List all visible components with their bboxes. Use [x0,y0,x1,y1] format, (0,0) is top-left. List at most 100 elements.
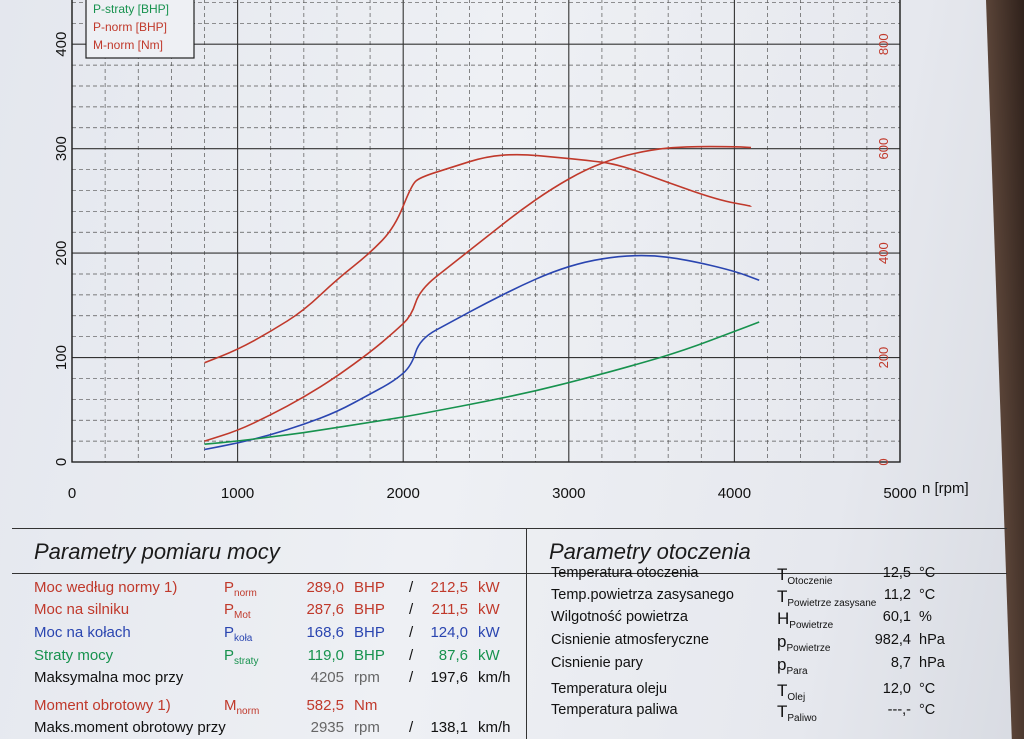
ambient-row-val-text: 982,4 [874,632,911,648]
chart-series [204,145,760,451]
power-row-u1-text: rpm [354,669,380,686]
power-row-v2-text: 212,5 [430,579,468,596]
power-row-v1-text: 287,6 [306,601,344,618]
title-divider [12,573,526,574]
ambient-row-val: 12,0 [847,681,911,697]
series-line-p-straty-bhp [204,321,760,445]
power-row-sl-text: / [409,601,414,618]
series-line-p-norm-bhp [204,145,752,442]
right-y-tick-label: 400 [876,242,891,264]
ambient-row-subscript: Olej [787,692,806,703]
power-row-v1: 119,0 [282,647,344,664]
ambient-row-subscript: Para [786,666,808,677]
power-row-u1-text: BHP [354,624,385,641]
power-row-name: Moc na kołach [34,624,131,641]
power-row-sym: Pstraty [224,647,258,667]
power-row-subscript: koła [234,633,253,644]
left-y-tick-label: 100 [53,345,70,370]
power-row-name: Maks.moment obrotowy przy [34,719,226,736]
ambient-row-subscript: Paliwo [787,713,817,724]
ambient-row-sym: TPowietrze zasysane [777,587,876,609]
ambient-row-unit: °C [919,681,935,697]
power-row-v2: 212,5 [422,579,468,596]
ambient-row-sym-text: p [777,632,787,651]
ambient-parameters-panel: Parametry otoczenia Temperatura otoczeni… [527,528,1007,739]
ambient-row-name-text: Cisnienie pary [551,655,643,671]
power-row-sl-text: / [409,719,414,736]
power-row-u1-text: BHP [354,601,385,618]
x-tick-label: 3000 [552,485,585,502]
power-row-sl: / [409,624,413,641]
ambient-row-name: Temperatura paliwa [551,702,678,718]
power-row-v2: 138,1 [422,719,468,736]
power-row-subscript: norm [236,706,260,717]
power-row-u1: Nm [354,697,377,714]
ambient-row-val-text: 8,7 [890,655,911,671]
power-row-u2: kW [478,601,500,618]
ambient-row-val: 12,5 [847,565,911,581]
power-row-sym: Pkoła [224,624,252,644]
power-row-v1: 289,0 [282,579,344,596]
legend-item-p-norm: P-norm [BHP] [93,20,167,34]
left-y-tick-label: 400 [53,32,70,57]
ambient-row-sym-text: T [777,702,788,721]
power-row-u2-text: kW [478,647,500,664]
ambient-row-sym: TOlej [777,681,805,703]
power-row: Moc na kołach Pkoła 168,6 BHP / 124,0 kW [12,624,526,646]
power-row-v2-text: 124,0 [430,624,468,641]
power-row-sl-text: / [409,579,414,596]
title-divider [527,573,1007,574]
ambient-row-name: Cisnienie pary [551,655,643,671]
power-row: Straty mocy Pstraty 119,0 BHP / 87,6 kW [12,647,526,669]
power-row-sl: / [409,719,413,736]
power-row-u1: BHP [354,647,385,664]
ambient-row-sym-text: T [777,565,788,584]
power-row-u1: BHP [354,601,385,618]
ambient-row-unit-text: °C [919,587,936,603]
power-row-name: Moc według normy 1) [34,579,177,596]
ambient-row-val-text: 12,0 [882,681,911,697]
ambient-row: Cisnienie atmosferyczne pPowietrze 982,4 hP… [527,632,1007,654]
ambient-row-unit-text: hPa [919,632,945,648]
power-row-name-text: Moc według normy 1) [34,579,178,596]
ambient-row-subscript: Powietrze zasysane [787,598,877,609]
ambient-row-name-text: Temperatura paliwa [551,702,678,718]
power-row-sym: Pnorm [224,579,257,599]
power-row-name: Straty mocy [34,647,113,664]
legend-item-p-straty: P-straty [BHP] [93,2,169,16]
ambient-row: Cisnienie pary pPara 8,7 hPa [527,655,1007,677]
legend-item-m-norm: M-norm [Nm] [93,38,163,52]
power-row-v2: 197,6 [422,669,468,686]
power-row: Moc według normy 1) Pnorm 289,0 BHP / 212,5 kW [12,579,526,601]
ambient-row-val: 8,7 [847,655,911,671]
right-y-tick-label: 800 [876,33,891,55]
power-row: Moment obrotowy 1) Mnorm 582,5 Nm [12,697,526,719]
power-row-v2-text: 197,6 [430,669,468,686]
power-row-sl-text: / [409,647,414,664]
power-row-sl-text: / [409,624,414,641]
power-row: Maks.moment obrotowy przy 2935 rpm / 138,1 km… [12,719,526,739]
power-row-u2: kW [478,647,500,664]
ambient-row-sym-text: H [777,609,790,628]
ambient-row-name: Temp.powietrza zasysanego [551,587,734,603]
power-row-v2: 211,5 [422,601,468,618]
power-row-v1: 287,6 [282,601,344,618]
power-row-name-text: Maks.moment obrotowy przy [34,719,226,736]
power-row-name: Moc na silniku [34,601,129,618]
power-row-sym-text: M [224,697,237,714]
ambient-row-val: 982,4 [847,632,911,648]
ambient-row: Temperatura otoczenia TOtoczenie 12,5 °C [527,565,1007,587]
power-row-u2: kW [478,624,500,641]
left-y-tick-label: 0 [53,458,70,466]
ambient-row-unit: hPa [919,632,945,648]
power-row-u2-text: kW [478,624,500,641]
ambient-row-val: ---,- [847,702,911,718]
ambient-row-subscript: Powietrze [786,643,831,654]
series-line-m-norm-nm [204,153,752,364]
power-row-v2-text: 87,6 [438,647,468,664]
x-tick-label: 0 [68,485,76,502]
power-row-subscript: Mot [234,610,251,621]
power-row-sym-text: P [224,647,235,664]
ambient-row-val-text: 60,1 [882,609,911,625]
